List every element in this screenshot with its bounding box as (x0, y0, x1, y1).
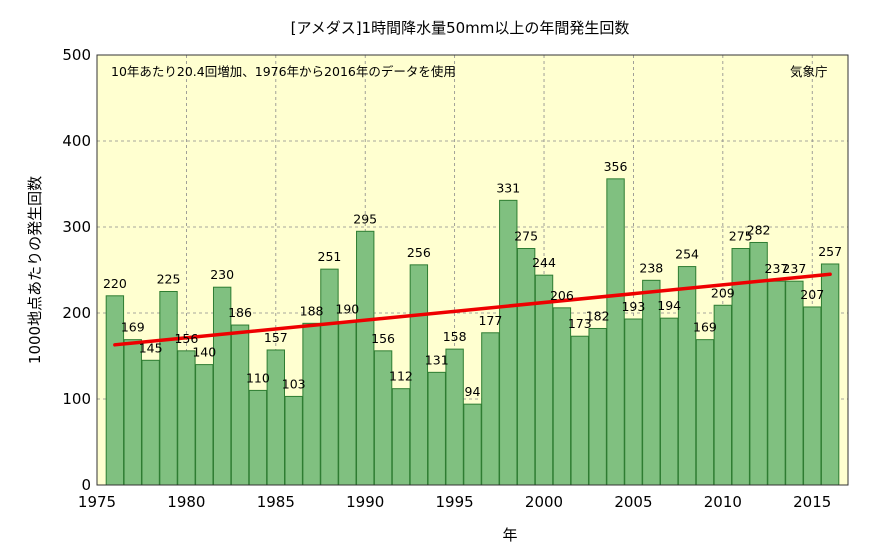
data-labels: 2201691452251561402301861101571031882511… (103, 159, 842, 399)
x-axis-title: 年 (502, 526, 517, 544)
data-label-1983: 186 (228, 305, 252, 320)
x-tick-2000: 2000 (525, 493, 563, 511)
bar-1977 (123, 339, 142, 486)
data-label-2012: 282 (747, 222, 771, 237)
data-label-2003: 182 (586, 308, 610, 323)
data-label-1982: 230 (210, 267, 234, 282)
data-label-1993: 256 (407, 245, 431, 260)
data-label-2009: 169 (693, 320, 717, 335)
data-label-2007: 194 (657, 298, 681, 313)
x-tick-2015: 2015 (793, 493, 831, 511)
x-tick-2010: 2010 (704, 493, 742, 511)
x-tick-1995: 1995 (436, 493, 474, 511)
bar-1987 (302, 322, 321, 486)
bar-1990 (356, 230, 375, 486)
data-label-1978: 145 (139, 340, 163, 355)
data-label-1977: 169 (121, 320, 145, 335)
bar-1995 (445, 348, 464, 486)
bar-2007 (660, 317, 679, 486)
data-label-2014: 237 (782, 261, 806, 276)
data-label-2011: 275 (729, 229, 753, 244)
bar-1984 (248, 389, 268, 486)
y-tick-500: 500 (62, 46, 91, 64)
data-label-2001: 206 (550, 288, 574, 303)
data-label-1991: 156 (371, 331, 395, 346)
data-label-1976: 220 (103, 276, 127, 291)
data-label-1984: 110 (246, 370, 270, 385)
y-tick-400: 400 (62, 132, 91, 150)
bar-2014 (785, 280, 804, 486)
bar-2005 (624, 318, 643, 486)
data-label-1986: 103 (282, 376, 306, 391)
data-label-2013: 237 (765, 261, 789, 276)
data-label-1981: 140 (192, 345, 216, 360)
bar-1996 (463, 403, 482, 486)
data-label-1989: 190 (335, 302, 359, 317)
bar-2015 (803, 306, 822, 486)
data-label-1994: 131 (425, 352, 449, 367)
data-label-2002: 173 (568, 316, 592, 331)
bar-1980 (177, 350, 196, 486)
x-tick-1980: 1980 (167, 493, 205, 511)
data-label-1998: 331 (496, 180, 520, 195)
data-label-1999: 275 (514, 229, 538, 244)
y-tick-0: 0 (81, 476, 91, 494)
plot-frame (96, 54, 849, 486)
bar-2012 (749, 241, 768, 486)
bar-1997 (481, 332, 500, 486)
data-label-2008: 254 (675, 247, 699, 262)
data-label-1980: 156 (174, 331, 198, 346)
bar-1989 (338, 321, 357, 486)
bar-2002 (570, 335, 589, 486)
chart-annotation: 10年あたり20.4回増加、1976年から2016年のデータを使用 (111, 64, 456, 79)
data-label-2005: 193 (621, 299, 645, 314)
data-label-1985: 157 (264, 330, 288, 345)
source-label: 気象庁 (790, 64, 828, 79)
bar-2013 (767, 280, 786, 486)
data-label-1979: 225 (157, 272, 181, 287)
bar-1979 (159, 291, 178, 486)
x-tick-1990: 1990 (346, 493, 384, 511)
bar-2009 (695, 339, 715, 486)
data-label-1988: 251 (318, 249, 342, 264)
bar-2003 (588, 327, 607, 486)
chart-title: [アメダス]1時間降水量50mm以上の年間発生回数 (291, 19, 630, 37)
data-label-1992: 112 (389, 369, 413, 384)
data-label-2016: 257 (818, 244, 842, 259)
bar-2000 (534, 274, 554, 486)
data-label-1995: 158 (443, 329, 467, 344)
data-label-2000: 244 (532, 255, 556, 270)
data-label-1996: 94 (465, 384, 481, 399)
bar-2001 (552, 307, 572, 486)
y-tick-labels: 0 100 200 300 400 500 (62, 46, 91, 494)
x-tick-1975: 1975 (78, 493, 116, 511)
bar-1983 (230, 324, 250, 486)
y-tick-200: 200 (62, 304, 91, 322)
y-tick-100: 100 (62, 390, 91, 408)
data-label-1990: 295 (353, 211, 377, 226)
x-tick-2005: 2005 (614, 493, 652, 511)
bar-1999 (516, 248, 536, 486)
data-label-2015: 207 (800, 287, 824, 302)
y-tick-300: 300 (62, 218, 91, 236)
bar-1978 (141, 359, 160, 486)
bar-1992 (391, 388, 411, 486)
bar-1994 (427, 371, 446, 486)
data-label-1987: 188 (300, 303, 324, 318)
data-label-2004: 356 (604, 159, 628, 174)
bar-1981 (195, 364, 214, 486)
data-label-1997: 177 (478, 313, 502, 328)
bar-1986 (284, 395, 303, 486)
data-label-2010: 209 (711, 285, 735, 300)
data-label-2006: 238 (639, 260, 663, 275)
trend-line (113, 272, 832, 347)
y-axis-title: 1000地点あたりの発生回数 (26, 176, 44, 364)
x-tick-labels: 1975 1980 1985 1990 1995 2000 2005 2010 2015 (78, 493, 831, 511)
bar-2004 (606, 178, 625, 486)
x-tick-1985: 1985 (257, 493, 295, 511)
